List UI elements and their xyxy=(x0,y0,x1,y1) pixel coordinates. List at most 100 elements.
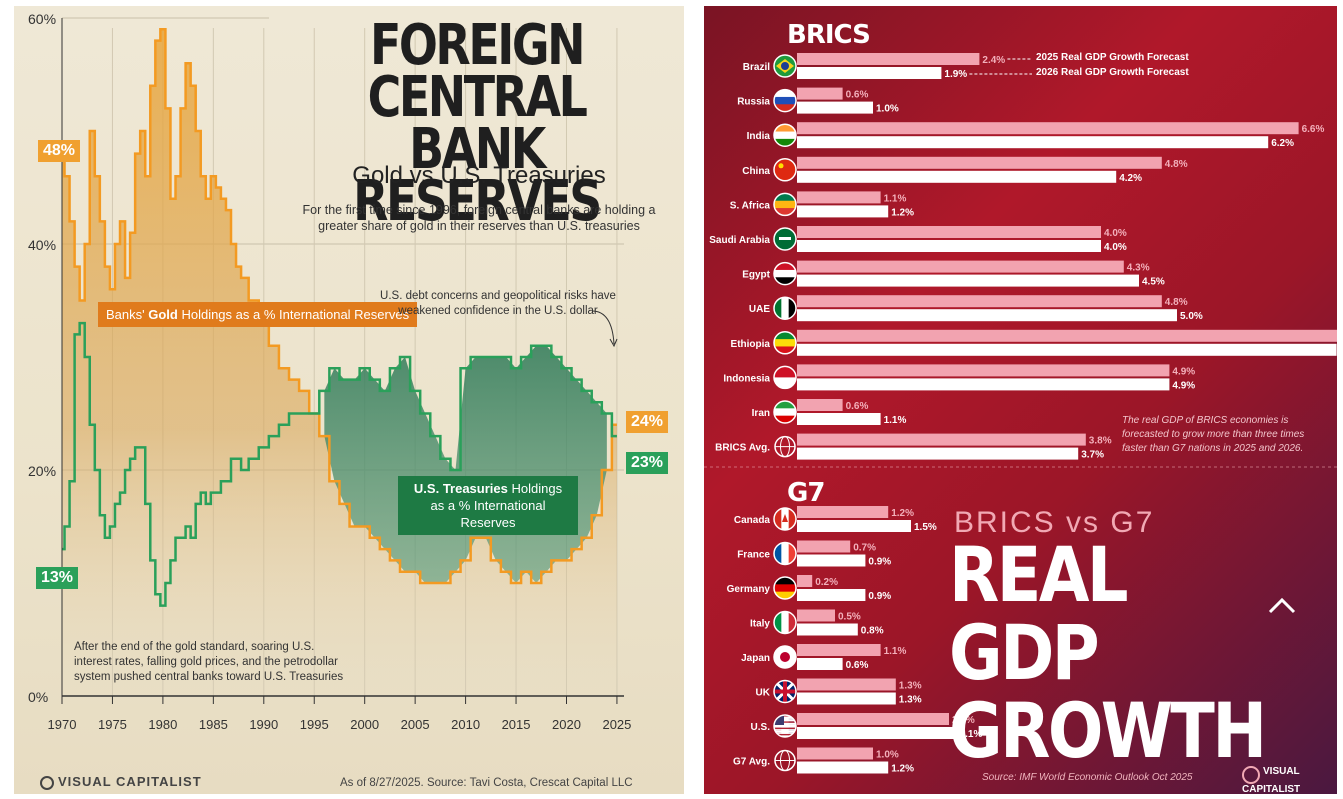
category-label: UAE xyxy=(749,304,770,315)
bar-2026 xyxy=(797,554,866,567)
bar-2025 xyxy=(797,295,1162,308)
bar-2025 xyxy=(797,609,835,622)
bar-row: Egypt 4.3% 4.5% xyxy=(742,260,1165,288)
bar-2026 xyxy=(797,170,1117,183)
value-label-2026: 1.2% xyxy=(891,207,914,218)
bar-row: UK 1.3% 1.3% xyxy=(756,678,922,706)
gold-start-badge: 48% xyxy=(38,140,81,162)
value-label-2026: 4.0% xyxy=(1104,242,1127,253)
category-label: G7 Avg. xyxy=(733,757,770,768)
value-label-2025: 0.2% xyxy=(815,577,838,588)
category-label: Ethiopia xyxy=(731,339,771,350)
x-tick-label: 2010 xyxy=(451,717,480,732)
category-label: India xyxy=(747,131,771,142)
x-tick-label: 1995 xyxy=(300,717,329,732)
treasury-start-badge: 13% xyxy=(36,567,79,589)
italy-flag-icon xyxy=(773,610,797,635)
bar-row: Italy 0.5%0.8% xyxy=(750,609,884,637)
category-label: Brazil xyxy=(743,62,770,73)
bar-row: China 4.8% 4.2% xyxy=(742,156,1188,184)
brics-note: The real GDP of BRICS economies is forec… xyxy=(1122,415,1305,454)
category-label: Saudi Arabia xyxy=(709,235,770,246)
x-tick-label: 1970 xyxy=(48,717,77,732)
value-label-2026: 1.9% xyxy=(944,69,967,80)
value-label-2026: 1.0% xyxy=(876,104,899,115)
bar-row: U.S. 2.0% 2.1% xyxy=(751,713,983,740)
value-label-2025: 0.6% xyxy=(846,401,869,412)
category-label: Indonesia xyxy=(723,373,770,384)
category-label: S. Africa xyxy=(730,200,771,211)
bar-2025 xyxy=(797,156,1162,169)
bar-row: Indonesia 4.9% 4.9% xyxy=(723,364,1195,391)
value-label-2026: 1.1% xyxy=(884,415,907,426)
bar-2026 xyxy=(797,658,843,670)
globe-flag-icon xyxy=(774,749,796,772)
g7-heading: G7 xyxy=(787,478,825,508)
bar-2026 xyxy=(797,343,1337,356)
value-label-2026: 2.1% xyxy=(960,729,983,740)
x-tick-label: 1975 xyxy=(98,717,127,732)
value-label-2025: 4.0% xyxy=(1104,228,1127,239)
visual-capitalist-logo-right: VISUAL CAPITALIST xyxy=(1242,766,1301,794)
description: For the first time since 1996, foreign c… xyxy=(302,203,656,233)
bar-2026 xyxy=(797,520,911,532)
saudi-arabia-flag-icon xyxy=(773,227,797,251)
bar-2026 xyxy=(797,623,858,636)
gold-vs-treasuries-panel: 0% 20% 40% 60% 1970 1975 1980 1985 1990 1995 2000 2… xyxy=(14,6,684,794)
bar-row: India 6.6% 6.2% xyxy=(747,122,1325,149)
gold-series-line xyxy=(62,28,617,585)
japan-flag-icon xyxy=(773,645,797,669)
early-annotation: After the end of the gold standard, soar… xyxy=(74,641,344,683)
bar-2026 xyxy=(797,692,896,705)
bar-2025 xyxy=(797,329,1337,342)
bar-2026 xyxy=(797,309,1177,322)
bar-2025 xyxy=(797,260,1124,273)
value-label-2026: 3.7% xyxy=(1081,450,1104,461)
bar-2026 xyxy=(797,136,1269,149)
bar-2025 xyxy=(797,87,843,100)
value-label-2025: 4.9% xyxy=(1172,366,1195,377)
bar-row: S. Africa 1.1% 1.2% xyxy=(730,191,914,218)
indonesia-flag-icon xyxy=(773,365,797,390)
value-label-2025: 1.1% xyxy=(884,646,907,657)
gold-series-label: Banks' Gold Holdings as a % Internationa… xyxy=(98,302,418,327)
value-label-2025: 1.1% xyxy=(884,193,907,204)
annotation-arrow-icon xyxy=(591,310,618,348)
bar-2025 xyxy=(797,540,851,553)
treasury-end-badge: 23% xyxy=(626,452,669,474)
germany-flag-icon xyxy=(773,576,797,600)
canada-flag-icon xyxy=(773,507,797,531)
value-label-2025: 0.5% xyxy=(838,612,861,623)
value-label-2026: 0.6% xyxy=(846,660,869,671)
bar-2026 xyxy=(797,727,957,739)
bar-2026 xyxy=(797,205,889,218)
category-label: U.S. xyxy=(751,722,771,733)
x-tick-label: 1990 xyxy=(249,717,278,732)
bar-2025 xyxy=(797,644,881,656)
south-africa-flag-icon xyxy=(773,192,797,217)
legend-2025: 2025 Real GDP Growth Forecast xyxy=(1036,52,1189,63)
category-label: BRICS Avg. xyxy=(715,443,770,454)
value-label-2025: 4.8% xyxy=(1165,297,1188,308)
value-label-2026: 0.9% xyxy=(868,591,891,602)
category-label: China xyxy=(742,166,770,177)
bar-2025 xyxy=(797,399,843,411)
category-label: Egypt xyxy=(742,270,770,281)
uk-flag-icon xyxy=(773,679,797,704)
value-label-2026: 0.9% xyxy=(868,557,891,568)
bar-row: G7 Avg. 1.0% 1.2% xyxy=(733,747,914,775)
value-label-2025: 1.2% xyxy=(891,508,914,519)
x-tick-label: 1980 xyxy=(148,717,177,732)
france-flag-icon xyxy=(773,541,797,566)
category-label: Germany xyxy=(727,584,771,595)
bar-2025 xyxy=(797,122,1299,135)
value-label-2025: 3.8% xyxy=(1089,436,1112,447)
russia-flag-icon xyxy=(773,88,797,113)
uae-flag-icon xyxy=(773,296,797,320)
recent-annotation: U.S. debt concerns and geopolitical risk… xyxy=(380,290,616,317)
legend-2026: 2026 Real GDP Growth Forecast xyxy=(1036,67,1189,78)
category-label: France xyxy=(737,550,770,561)
value-label-2026: 6.2% xyxy=(1271,138,1294,149)
bar-2026 xyxy=(797,67,942,79)
x-tick-label: 2020 xyxy=(552,717,581,732)
